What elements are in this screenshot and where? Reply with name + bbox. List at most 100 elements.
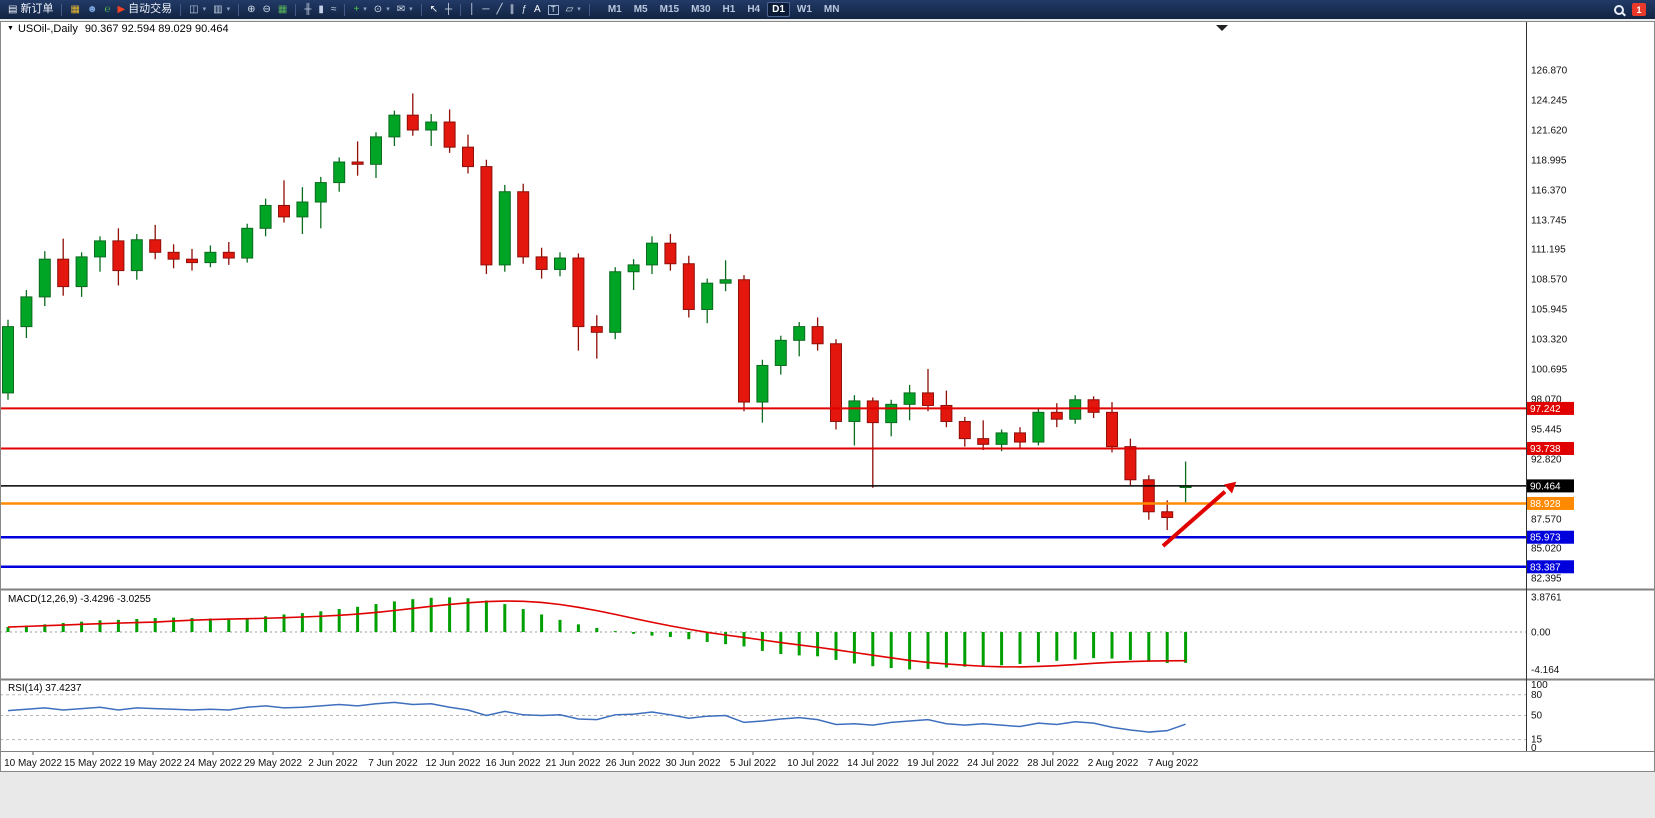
level-lines <box>0 407 1526 569</box>
timeframe-M5[interactable]: M5 <box>633 4 648 15</box>
svg-text:7 Jun 2022: 7 Jun 2022 <box>368 758 418 769</box>
svg-text:97.242: 97.242 <box>1530 404 1561 415</box>
new-chart-icon[interactable]: ◫ ▾ <box>186 1 209 18</box>
cursor-icon[interactable]: ↖ <box>427 1 441 18</box>
equidistant-channel-icon: ∥ <box>509 3 515 15</box>
svg-text:26 Jun 2022: 26 Jun 2022 <box>605 758 660 769</box>
price-axis[interactable]: 126.870 124.245 121.620 118.995 116.370 113.7… <box>1527 65 1574 585</box>
horizontal-line-icon: ─ <box>482 3 490 15</box>
svg-text:83.387: 83.387 <box>1530 562 1561 573</box>
timeframe-M1[interactable]: M1 <box>607 4 622 15</box>
chart-title: ▼ USOil-,Daily 90.367 92.594 89.029 90.464 <box>7 23 229 35</box>
crosshair-icon[interactable]: ┼ <box>442 1 455 18</box>
zoom-out-icon[interactable]: ⊖ <box>259 1 273 18</box>
vertical-line-icon: │ <box>469 3 476 15</box>
vertical-line-icon[interactable]: │ <box>466 1 478 18</box>
notification-badge[interactable]: 1 <box>1632 3 1646 16</box>
line-chart-icon[interactable]: ≈ <box>328 1 340 18</box>
fibonacci-icon: ƒ <box>521 3 528 15</box>
periods-icon[interactable]: ⊙ ▾ <box>371 1 393 18</box>
charts-window-icon[interactable]: ▦ <box>67 1 82 18</box>
chart-profiles-icon[interactable]: ▥ ▾ <box>210 1 233 18</box>
timeframe-MN[interactable]: MN <box>823 4 840 15</box>
toolbar-separator <box>238 3 240 16</box>
crosshair-icon: ┼ <box>445 3 453 15</box>
candlestick-chart-icon[interactable]: ▮ <box>315 1 327 18</box>
bar-chart-icon[interactable]: ╫ <box>301 1 314 18</box>
svg-text:92.820: 92.820 <box>1531 454 1562 465</box>
svg-text:0.00: 0.00 <box>1531 628 1551 639</box>
svg-text:14 Jul 2022: 14 Jul 2022 <box>847 758 899 769</box>
svg-text:88.928: 88.928 <box>1530 499 1561 510</box>
toolbar-separator <box>460 3 462 16</box>
community-icon: ℮ <box>104 3 111 15</box>
dropdown-caret-icon: ▾ <box>577 6 581 13</box>
templates-icon: ✉ <box>396 3 406 15</box>
auto-trading-icon: ▶ <box>117 3 126 15</box>
chart-dropdown-triangle-icon: ▼ <box>7 25 14 32</box>
charts-window-icon: ▦ <box>70 3 80 15</box>
svg-text:-4.164: -4.164 <box>1531 665 1560 676</box>
dropdown-caret-icon: ▾ <box>363 6 367 13</box>
zoom-in-icon[interactable]: ⊕ <box>244 1 258 18</box>
search-icon[interactable] <box>1614 4 1624 15</box>
toolbar-right-group: 1 <box>1614 3 1650 16</box>
shapes-icon[interactable]: ▱ ▾ <box>563 1 584 18</box>
svg-text:103.320: 103.320 <box>1531 334 1568 345</box>
chart-symbol-period: USOil-,Daily <box>17 23 78 35</box>
fibonacci-icon[interactable]: ƒ <box>518 1 530 18</box>
svg-text:80: 80 <box>1531 690 1543 701</box>
svg-text:50: 50 <box>1531 711 1543 722</box>
svg-text:85.973: 85.973 <box>1530 533 1561 544</box>
svg-text:10 Jul 2022: 10 Jul 2022 <box>787 758 839 769</box>
tile-windows-icon[interactable]: ▦ <box>275 1 290 18</box>
svg-text:19 May 2022: 19 May 2022 <box>124 758 182 769</box>
svg-text:116.370: 116.370 <box>1531 185 1567 196</box>
new-chart-icon: ◫ <box>189 3 199 15</box>
timeframe-D1[interactable]: D1 <box>767 2 790 17</box>
profile-icon[interactable]: ☻ <box>84 1 101 18</box>
dropdown-caret-icon: ▾ <box>386 6 390 13</box>
text-label-icon[interactable]: T <box>545 1 562 18</box>
svg-text:87.570: 87.570 <box>1531 514 1562 525</box>
bar-chart-icon: ╫ <box>304 3 312 15</box>
timeframe-H1[interactable]: H1 <box>722 4 736 15</box>
toolbar-separator <box>61 3 63 16</box>
svg-text:111.195: 111.195 <box>1531 244 1566 255</box>
trendline-icon[interactable]: ╱ <box>493 1 505 18</box>
indicators-icon[interactable]: + ▾ <box>350 1 369 18</box>
svg-text:0: 0 <box>1531 743 1537 754</box>
svg-text:15 May 2022: 15 May 2022 <box>64 758 122 769</box>
auto-trading-button-label: 自动交易 <box>128 3 173 15</box>
candles <box>2 93 1192 531</box>
chart-window: 126.870 124.245 121.620 118.995 116.370 113.7… <box>0 19 1655 818</box>
text-label-icon: T <box>547 4 559 15</box>
new-order-button[interactable]: ▤ 新订单 <box>5 1 56 18</box>
toolbar-separator <box>420 3 422 16</box>
text-icon[interactable]: A <box>531 1 544 18</box>
chart-profiles-icon: ▥ <box>213 3 223 15</box>
chart-canvas[interactable]: 126.870 124.245 121.620 118.995 116.370 113.7… <box>0 19 1655 818</box>
auto-trading-button[interactable]: ▶ 自动交易 <box>114 1 175 18</box>
svg-text:90.464: 90.464 <box>1530 481 1561 492</box>
date-axis[interactable]: 10 May 2022 15 May 2022 19 May 2022 24 May … <box>4 752 1199 769</box>
periods-icon: ⊙ <box>373 3 383 15</box>
shapes-icon: ▱ <box>565 3 574 15</box>
svg-text:100: 100 <box>1531 680 1548 691</box>
equidistant-channel-icon[interactable]: ∥ <box>506 1 517 18</box>
svg-text:24 May 2022: 24 May 2022 <box>184 758 242 769</box>
timeframe-H4[interactable]: H4 <box>747 4 761 15</box>
timeframe-W1[interactable]: W1 <box>796 4 812 15</box>
timeframe-M15[interactable]: M15 <box>659 4 680 15</box>
timeframe-M30[interactable]: M30 <box>691 4 711 15</box>
svg-text:100.695: 100.695 <box>1531 364 1568 375</box>
zoom-in-icon: ⊕ <box>247 3 256 15</box>
community-icon[interactable]: ℮ <box>101 1 113 18</box>
dropdown-caret-icon: ▾ <box>226 6 231 13</box>
chart-ohlc-values: 90.367 92.594 89.029 90.464 <box>84 23 229 35</box>
macd-panel: 3.8761 0.00 -4.164 <box>0 593 1562 676</box>
svg-text:98.070: 98.070 <box>1531 394 1562 405</box>
toolbar-left-group: ▤ 新订单 ▦ ☻ ℮ ▶ 自动交易 ◫ ▾ ▥ ▾ ⊕ ⊖ ▦ ╫ ▮ ≈ + ▾ ⊙ ▾ ✉ ▾ ↖ ┼ │ ─ ╱ ∥ ƒ A T ▱ ▾ <box>5 1 594 18</box>
templates-icon[interactable]: ✉ ▾ <box>394 1 416 18</box>
horizontal-line-icon[interactable]: ─ <box>479 1 492 18</box>
